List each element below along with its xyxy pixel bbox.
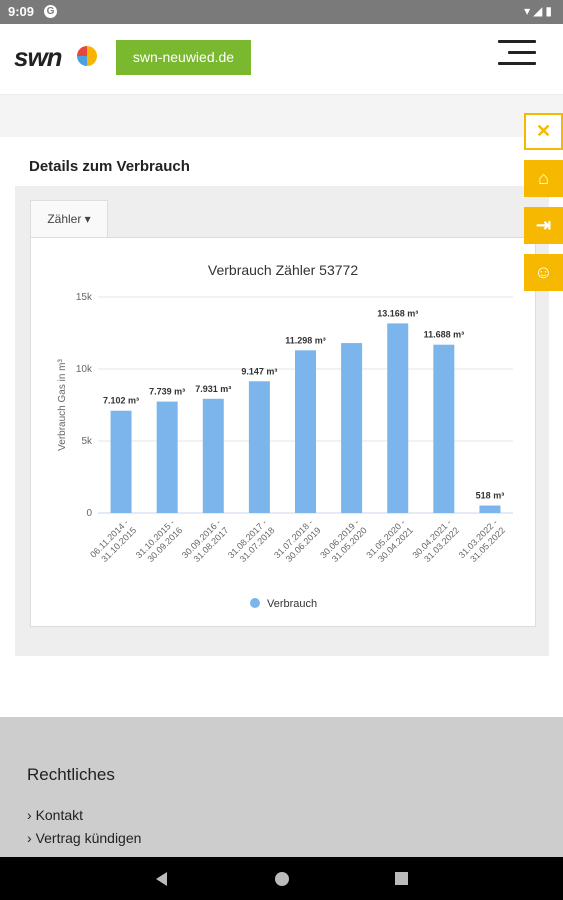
chart-container: Verbrauch Zähler 53772 Verbrauch Gas in m… [30, 237, 536, 627]
recents-icon[interactable] [395, 872, 408, 885]
account-icon[interactable]: ☺ [524, 254, 563, 291]
google-notification-icon: G [44, 5, 57, 18]
bar [387, 323, 409, 513]
home-icon[interactable]: ⌂ [524, 160, 563, 197]
bar [202, 398, 224, 513]
bar [248, 381, 270, 513]
site-header: swn swn-neuwied.de [0, 24, 563, 95]
data-label: 7.102 m³ [103, 396, 139, 406]
close-icon[interactable]: ✕ [524, 113, 563, 150]
bar [156, 401, 178, 513]
data-label: 13.168 m³ [377, 308, 418, 318]
status-bar: 9:09 G ▾◢▮ [0, 0, 563, 24]
footer-link-vertrag[interactable]: › Vertrag kündigen [27, 830, 142, 846]
legend-marker [250, 598, 260, 608]
data-label: 7.931 m³ [195, 384, 231, 394]
footer: Rechtliches › Kontakt › Vertrag kündigen [0, 717, 563, 857]
bar [110, 410, 132, 513]
footer-link-kontakt[interactable]: › Kontakt [27, 807, 84, 823]
bar [433, 344, 455, 513]
x-tick-label: 30.06.2019 -31.05.2020 [318, 517, 369, 568]
x-tick-label: 30.09.2016 -31.08.2017 [180, 517, 231, 568]
system-status-icons: ▾◢▮ [524, 4, 555, 18]
logout-icon[interactable]: ⇥ [524, 207, 563, 244]
y-tick-label: 10k [76, 364, 93, 375]
x-tick-label: 06.11.2014 -31.10.2015 [88, 517, 138, 567]
y-tick-label: 5k [81, 436, 93, 447]
chart-title: Verbrauch Zähler 53772 [208, 262, 358, 278]
data-label: 7.739 m³ [149, 387, 185, 397]
x-tick-label: 31.03.2022 -31.05.2022 [457, 517, 508, 568]
legend-label[interactable]: Verbrauch [267, 598, 317, 610]
section-title: Details zum Verbrauch [29, 158, 190, 175]
y-axis-label: Verbrauch Gas in m³ [57, 358, 68, 450]
bar [479, 505, 501, 513]
x-tick-label: 31.10.2015 -30.09.2016 [134, 517, 185, 568]
footer-heading: Rechtliches [27, 765, 115, 784]
home-nav-icon[interactable] [275, 872, 289, 886]
meter-tab-dropdown[interactable]: Zähler ▾ [30, 200, 108, 238]
data-label: 518 m³ [476, 491, 505, 501]
site-link-button[interactable]: swn-neuwied.de [116, 40, 251, 75]
x-tick-label: 31.07.2018 -30.06.2019 [272, 517, 323, 568]
swn-logo[interactable]: swn [14, 42, 63, 72]
x-tick-label: 31.08.2017 -31.07.2018 [226, 517, 277, 568]
y-tick-label: 15k [76, 292, 93, 303]
hamburger-menu-icon[interactable] [498, 40, 536, 65]
data-label: 11.688 m³ [424, 330, 465, 340]
data-label: 9.147 m³ [241, 366, 277, 376]
bar [295, 350, 316, 513]
data-label: 11.298 m³ [285, 335, 326, 345]
back-icon[interactable] [156, 872, 167, 886]
swn-logo-icon [77, 46, 97, 66]
android-nav-bar [0, 857, 563, 900]
header-spacer [0, 95, 563, 137]
x-tick-label: 31.05.2020 -30.04.2021 [364, 517, 415, 568]
consumption-chart: Verbrauch Zähler 53772 Verbrauch Gas in m… [57, 262, 513, 610]
status-time: 9:09 [8, 4, 35, 19]
x-tick-label: 30.04.2021 -31.03.2022 [410, 517, 461, 568]
bar [341, 343, 363, 513]
y-tick-label: 0 [86, 508, 92, 519]
